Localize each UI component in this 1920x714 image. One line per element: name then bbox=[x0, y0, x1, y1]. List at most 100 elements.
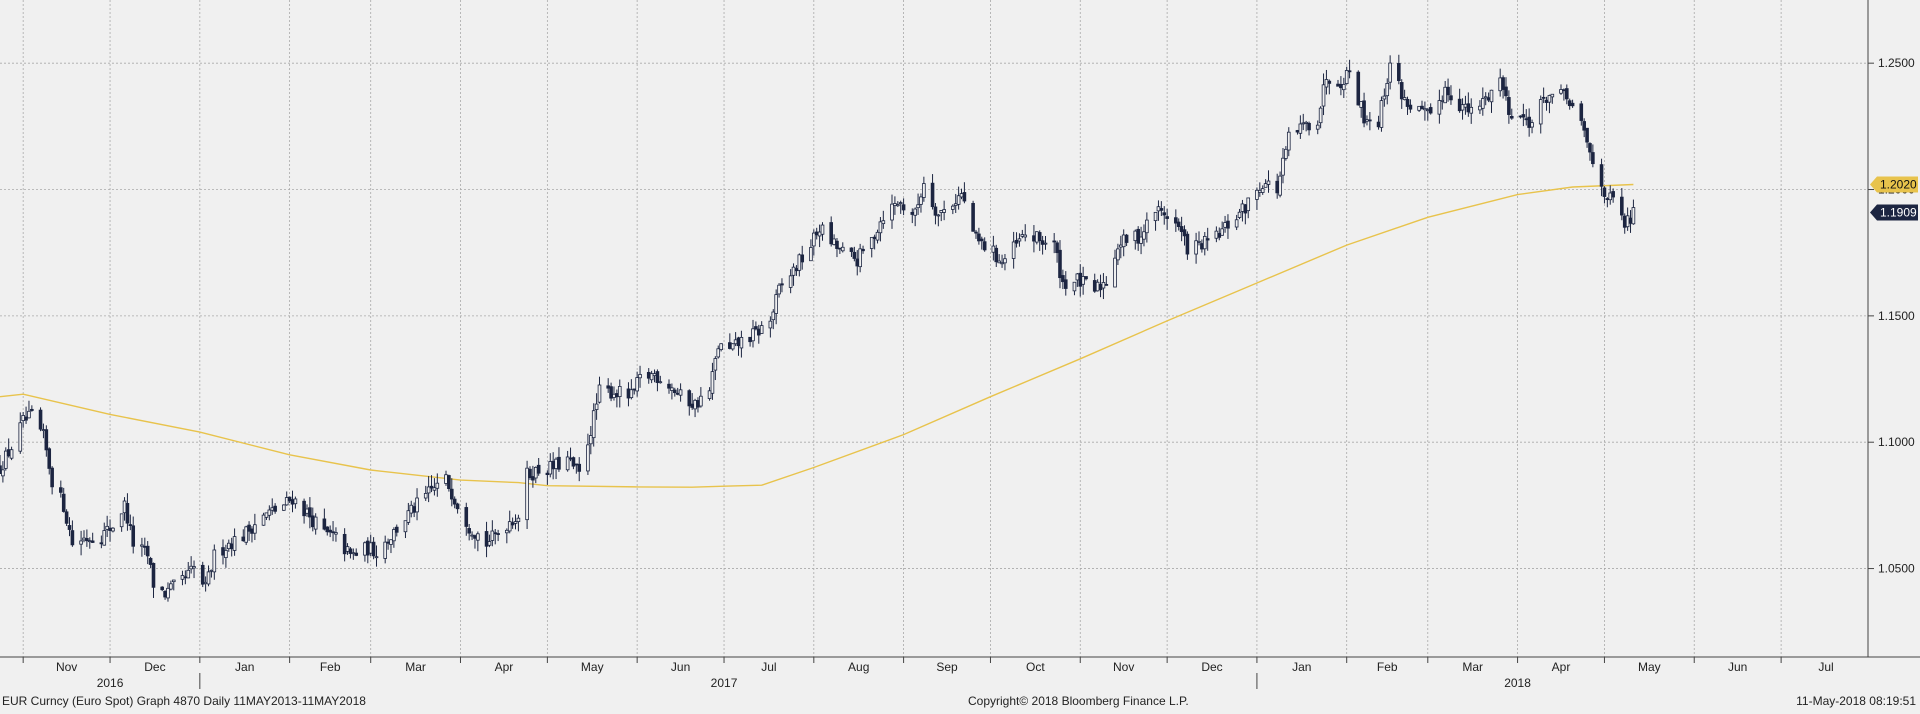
candle-body bbox=[1425, 109, 1430, 112]
candle-body bbox=[586, 444, 590, 472]
candle-body bbox=[545, 472, 550, 476]
candle-body bbox=[951, 205, 955, 210]
candle-body bbox=[105, 525, 109, 530]
candle-body bbox=[551, 460, 555, 470]
candle-body bbox=[253, 524, 257, 534]
candle-body bbox=[1023, 234, 1028, 238]
candle-body bbox=[507, 521, 512, 532]
candle-body bbox=[1336, 83, 1340, 87]
candle-body bbox=[221, 547, 225, 556]
candle-body bbox=[464, 507, 469, 527]
candle-body bbox=[1342, 84, 1346, 91]
candle-body bbox=[528, 468, 532, 479]
candle-body bbox=[1055, 242, 1059, 254]
candle-body bbox=[855, 258, 860, 267]
candle-body bbox=[1246, 197, 1251, 212]
month-label: May bbox=[1638, 660, 1661, 674]
candle-body bbox=[1359, 101, 1363, 108]
candle-body bbox=[898, 202, 903, 205]
candle-body bbox=[1321, 84, 1326, 107]
candle-body bbox=[1182, 229, 1187, 237]
candle-body bbox=[1318, 107, 1323, 124]
candle-body bbox=[484, 531, 489, 547]
candle-body bbox=[305, 508, 309, 514]
candle-body bbox=[102, 530, 107, 546]
candle-body bbox=[606, 385, 610, 389]
moving-average-layer bbox=[0, 183, 1634, 488]
candle-body bbox=[1524, 118, 1529, 121]
candle-body bbox=[693, 399, 697, 410]
candle-body bbox=[1258, 189, 1262, 193]
candle-body bbox=[1304, 121, 1308, 124]
candle-body bbox=[751, 328, 755, 342]
candle-body bbox=[366, 540, 370, 556]
candle-body bbox=[1466, 103, 1471, 113]
last-value-text: 1.1909 bbox=[1880, 206, 1917, 220]
footer-timestamp: 11-May-2018 08:19:51 bbox=[1796, 694, 1916, 708]
candle-body bbox=[771, 311, 776, 321]
year-label: 2017 bbox=[711, 676, 738, 690]
candle-body bbox=[1266, 180, 1271, 185]
month-label: Aug bbox=[848, 660, 869, 674]
candle-body bbox=[933, 206, 938, 216]
candle-body bbox=[754, 326, 758, 330]
candle-body bbox=[1142, 231, 1146, 240]
candle-body bbox=[140, 544, 144, 547]
candle-body bbox=[47, 448, 52, 469]
candle-body bbox=[872, 236, 877, 240]
month-label: Nov bbox=[1113, 660, 1134, 674]
candle-body bbox=[1179, 226, 1184, 233]
candle-body bbox=[1035, 231, 1039, 243]
candle-body bbox=[322, 518, 327, 530]
candle-body bbox=[342, 533, 347, 555]
candle-body bbox=[224, 549, 228, 559]
candle-body bbox=[1591, 152, 1595, 165]
candle-body bbox=[997, 260, 1001, 264]
candle-body bbox=[85, 538, 89, 542]
candle-body bbox=[394, 526, 399, 533]
candle-body bbox=[777, 284, 781, 295]
candle-body bbox=[667, 383, 671, 389]
candle-body bbox=[368, 542, 373, 554]
candle-body bbox=[90, 540, 95, 543]
candle-body bbox=[1579, 103, 1584, 121]
candle-body bbox=[797, 254, 802, 271]
candle-body bbox=[1307, 122, 1311, 131]
candle-body bbox=[490, 530, 495, 541]
month-label: Feb bbox=[320, 660, 341, 674]
candle-body bbox=[1176, 221, 1181, 227]
candle-body bbox=[1527, 116, 1531, 128]
candle-body bbox=[282, 504, 286, 511]
candle-body bbox=[67, 525, 72, 530]
candle-body bbox=[525, 467, 529, 521]
candle-body bbox=[1084, 276, 1088, 280]
candle-body bbox=[24, 416, 28, 421]
candle-body bbox=[392, 529, 396, 542]
candle-body bbox=[1202, 235, 1207, 250]
candle-body bbox=[44, 429, 49, 451]
candle-body bbox=[1003, 258, 1007, 264]
candle-body bbox=[536, 464, 541, 474]
candle-body bbox=[1501, 77, 1505, 90]
moving-average-line bbox=[0, 183, 1634, 488]
candle-body bbox=[192, 566, 196, 569]
candles-layer bbox=[0, 54, 1636, 602]
candle-body bbox=[814, 231, 819, 236]
candle-body bbox=[615, 393, 619, 398]
candle-body bbox=[635, 377, 639, 392]
candle-body bbox=[626, 388, 631, 399]
candle-body bbox=[716, 348, 721, 358]
candle-body bbox=[1324, 79, 1329, 88]
candle-body bbox=[1092, 280, 1097, 292]
candle-body bbox=[1347, 70, 1352, 73]
candle-body bbox=[1611, 191, 1615, 198]
candle-body bbox=[70, 530, 75, 546]
candle-body bbox=[1194, 240, 1198, 255]
y-tick-label: 1.2500 bbox=[1878, 56, 1915, 70]
month-label: May bbox=[581, 660, 604, 674]
candle-body bbox=[1037, 232, 1042, 242]
candle-body bbox=[1481, 98, 1485, 109]
candle-body bbox=[41, 429, 46, 432]
candle-body bbox=[690, 403, 694, 408]
candle-body bbox=[574, 463, 579, 466]
